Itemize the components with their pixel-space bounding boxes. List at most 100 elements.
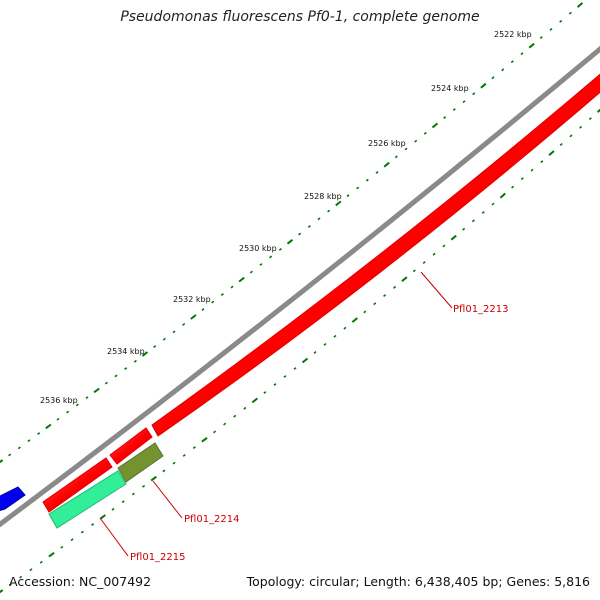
tick-mark <box>0 589 4 594</box>
tick-mark <box>99 514 106 520</box>
tick-mark <box>27 439 31 443</box>
tick-mark <box>273 383 277 386</box>
tick-mark <box>286 239 294 245</box>
gene-pfl01-2215-arrow[interactable] <box>42 457 113 513</box>
tick-mark <box>462 100 466 104</box>
tick-mark <box>559 143 563 146</box>
tick-mark <box>259 263 263 266</box>
tick-mark <box>356 186 360 190</box>
tick-mark <box>404 147 408 151</box>
tick-mark <box>569 134 573 138</box>
tick-mark <box>263 391 267 394</box>
tick-mark <box>70 538 74 542</box>
tick-mark <box>0 459 4 464</box>
tick-mark <box>114 374 118 378</box>
tick-mark <box>323 342 327 346</box>
feature-block-teal[interactable] <box>48 470 127 529</box>
tick-mark <box>394 155 398 159</box>
tick-mark <box>8 583 12 586</box>
tick-label: 2524 kbp <box>431 84 469 93</box>
gene-pfl01-2214-arrow[interactable] <box>109 427 153 465</box>
tick-mark <box>579 125 583 129</box>
tick-mark <box>293 367 297 370</box>
tick-mark <box>85 396 89 400</box>
genome-backbone <box>0 45 600 528</box>
tick-mark <box>510 60 514 64</box>
tick-mark <box>301 357 309 364</box>
tick-mark <box>131 492 135 496</box>
label-line-pfl01-2214 <box>152 480 183 519</box>
tick-mark <box>298 232 302 236</box>
tick-mark <box>133 359 137 363</box>
tick-mark <box>392 285 397 289</box>
tick-mark <box>530 168 534 172</box>
label-line-pfl01-2213 <box>420 271 453 309</box>
tick-mark <box>56 417 60 421</box>
tick-mark <box>223 422 227 426</box>
tick-mark <box>511 185 515 189</box>
tick-labels: 2522 kbp 2524 kbp 2526 kbp 2528 kbp 2530… <box>40 30 532 405</box>
gene-label[interactable]: Pfl01_2215 <box>130 552 186 563</box>
tick-mark <box>491 202 495 206</box>
tick-mark <box>172 461 176 465</box>
tick-mark <box>520 177 524 181</box>
genome-summary-text: Topology: circular; Length: 6,438,405 bp… <box>246 574 590 589</box>
tick-mark <box>540 160 544 164</box>
tick-mark <box>343 326 347 330</box>
inner-tick-ring <box>0 108 600 594</box>
tick-mark <box>80 530 84 534</box>
tick-mark <box>201 308 205 312</box>
tick-mark <box>213 430 217 434</box>
tick-mark <box>363 310 367 314</box>
tick-label: 2532 kbp <box>173 295 211 304</box>
tick-mark <box>431 122 439 129</box>
tick-mark <box>383 294 387 298</box>
tick-mark <box>559 19 563 23</box>
tick-mark <box>596 108 600 113</box>
tick-mark <box>401 276 408 282</box>
tick-mark <box>39 560 43 564</box>
tick-mark <box>8 453 12 457</box>
tick-mark <box>539 36 543 40</box>
tick-mark <box>243 406 247 410</box>
tick-mark <box>423 131 427 135</box>
tick-mark <box>48 551 55 558</box>
tick-mark <box>549 27 553 31</box>
tick-mark <box>480 82 487 89</box>
tick-mark <box>443 116 447 120</box>
tick-label: 2536 kbp <box>40 396 78 405</box>
tick-mark <box>153 345 157 349</box>
gene-pfl01-2213[interactable] <box>151 70 600 437</box>
tick-mark <box>162 337 166 341</box>
tick-mark <box>351 317 358 323</box>
gene-label[interactable]: Pfl01_2213 <box>453 304 509 315</box>
tick-mark <box>520 52 524 56</box>
tick-mark <box>182 453 186 457</box>
tick-mark <box>192 446 196 450</box>
tick-mark <box>201 437 208 443</box>
tick-mark <box>307 225 311 228</box>
tick-mark <box>142 484 146 488</box>
tick-mark <box>45 423 52 430</box>
tick-mark <box>462 227 466 231</box>
tick-mark <box>283 375 287 378</box>
tick-label: 2530 kbp <box>239 244 277 253</box>
accession-text: Accession: NC_007492 <box>9 574 152 589</box>
reverse-gene-fragment[interactable] <box>0 486 26 511</box>
tick-mark <box>19 575 23 579</box>
tick-mark <box>278 247 282 251</box>
tick-mark <box>481 210 485 214</box>
tick-mark <box>576 2 584 8</box>
tick-mark <box>162 469 166 473</box>
tick-mark <box>29 568 33 572</box>
tick-mark <box>91 523 95 526</box>
tick-mark <box>365 178 369 182</box>
tick-mark <box>383 161 390 168</box>
tick-mark <box>588 117 592 121</box>
tick-mark <box>66 410 70 414</box>
gene-label[interactable]: Pfl01_2214 <box>184 514 240 525</box>
tick-mark <box>93 387 100 394</box>
feature-block-green[interactable] <box>117 442 164 483</box>
tick-mark <box>317 217 321 221</box>
